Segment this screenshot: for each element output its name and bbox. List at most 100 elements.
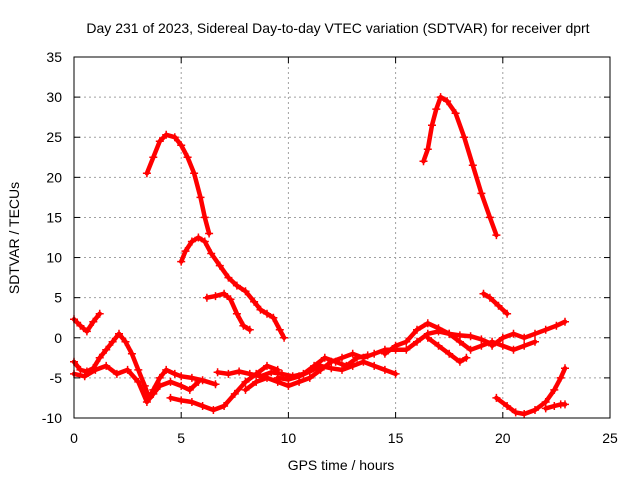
data-point-marker (531, 406, 539, 414)
data-point-marker (269, 313, 278, 322)
series-trace (178, 235, 287, 341)
data-point-marker (348, 361, 357, 370)
data-point-marker (541, 325, 550, 334)
data-point-marker (252, 377, 261, 386)
data-point-marker (95, 309, 104, 318)
data-point-marker (76, 321, 85, 330)
data-point-marker (498, 341, 507, 350)
data-point-marker (338, 353, 346, 362)
data-point-marker (235, 367, 244, 376)
x-tick-label: 25 (602, 430, 618, 446)
data-point-marker (494, 301, 503, 310)
data-point-marker (224, 273, 233, 282)
data-point-marker (561, 400, 569, 409)
data-point-marker (423, 145, 432, 154)
data-point-marker (436, 93, 445, 102)
data-point-marker (155, 373, 164, 382)
data-point-marker (455, 337, 464, 346)
series-arc-13 (380, 319, 539, 358)
data-point-marker (556, 373, 565, 382)
data-point-marker (477, 189, 486, 198)
data-point-marker (402, 345, 411, 354)
y-tick-label: 5 (54, 290, 62, 306)
data-point-marker (327, 364, 336, 373)
data-point-marker (391, 369, 400, 378)
data-point-marker (187, 398, 196, 406)
data-point-marker (198, 402, 207, 410)
data-point-marker (370, 361, 379, 370)
data-point-marker (170, 133, 179, 142)
data-point-marker (102, 345, 111, 354)
data-point-marker (91, 365, 100, 374)
chart-title: Day 231 of 2023, Sidereal Day-to-day VTE… (86, 20, 589, 36)
series-arc-17 (541, 400, 569, 413)
data-point-marker (187, 373, 196, 382)
data-point-marker (245, 369, 254, 378)
data-point-marker (241, 385, 250, 394)
x-tick-label: 0 (70, 430, 78, 446)
data-point-marker (127, 349, 136, 358)
data-point-marker (295, 372, 304, 381)
data-point-marker (434, 324, 443, 333)
data-point-marker (280, 333, 289, 342)
data-point-marker (226, 295, 235, 304)
data-point-marker (284, 375, 293, 384)
series-arc-3 (202, 289, 254, 334)
x-tick-label: 10 (281, 430, 297, 446)
data-point-marker (413, 337, 421, 346)
plot-frame (73, 56, 611, 419)
axis-ticks: 0 5 10 15 20 25 -10 -5 0 5 10 15 20 25 30 35 (42, 49, 618, 446)
data-point-marker (492, 231, 501, 240)
data-point-marker (479, 289, 488, 298)
data-point-marker (89, 317, 98, 326)
data-point-marker (520, 410, 529, 418)
data-point-marker (232, 281, 241, 290)
data-point-marker (220, 289, 229, 298)
data-point-marker (213, 368, 222, 377)
data-point-marker (202, 293, 211, 302)
data-point-marker (115, 329, 123, 338)
data-point-marker (275, 325, 284, 334)
data-point-marker (256, 305, 265, 314)
data-point-marker (177, 381, 186, 390)
data-point-marker (541, 404, 550, 413)
data-point-marker (511, 408, 520, 417)
data-point-marker (468, 161, 477, 170)
data-point-marker (531, 329, 539, 338)
series-trace (421, 94, 499, 238)
data-point-marker (80, 372, 89, 381)
data-point-marker (209, 406, 218, 414)
data-point-marker (520, 333, 529, 342)
data-point-marker (200, 213, 209, 222)
data-point-marker (215, 261, 224, 270)
data-point-marker (200, 237, 209, 246)
data-point-marker (76, 365, 85, 374)
data-point-marker (162, 130, 171, 139)
data-point-marker (245, 325, 254, 334)
data-point-marker (196, 193, 205, 202)
data-point-marker (194, 377, 203, 386)
data-point-marker (102, 361, 111, 370)
series-trace (71, 363, 201, 405)
series-arc-4 (419, 93, 501, 240)
data-point-marker (224, 369, 233, 378)
data-point-marker (263, 309, 271, 318)
data-point-marker (370, 349, 379, 358)
data-point-marker (177, 372, 186, 381)
data-point-marker (498, 333, 507, 342)
data-point-marker (488, 341, 497, 350)
data-point-marker (380, 365, 389, 374)
data-point-marker (267, 368, 276, 377)
y-tick-label: -10 (42, 410, 62, 426)
data-point-marker (149, 153, 158, 162)
data-point-marker (239, 321, 248, 330)
data-point-marker (241, 377, 250, 386)
data-point-marker (520, 341, 529, 350)
data-point-marker (380, 349, 389, 358)
y-axis-label: SDTVAR / TECUs (6, 182, 22, 294)
data-point-marker (550, 402, 559, 410)
data-point-marker (187, 237, 196, 246)
series-trace (481, 291, 510, 316)
data-point-marker (177, 396, 186, 405)
